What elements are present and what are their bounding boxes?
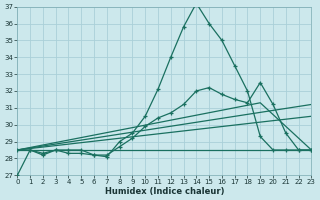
X-axis label: Humidex (Indice chaleur): Humidex (Indice chaleur) xyxy=(105,187,224,196)
